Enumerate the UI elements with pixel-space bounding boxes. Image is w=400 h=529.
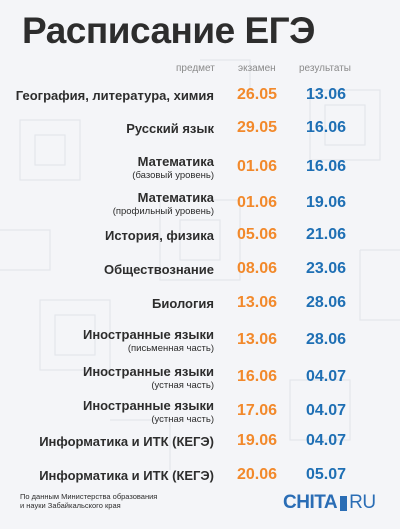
exam-date: 01.06 — [237, 194, 278, 211]
subject-name: Иностранные языки — [82, 398, 214, 413]
column-header-results: результаты — [299, 63, 351, 74]
subject-name: Математика — [137, 190, 214, 205]
result-date: 05.07 — [306, 466, 347, 483]
exam-date: 29.05 — [237, 119, 278, 136]
result-date: 13.06 — [306, 86, 347, 103]
exam-date: 20.06 — [237, 466, 278, 483]
result-date: 28.06 — [306, 294, 347, 311]
exam-date: 19.06 — [237, 432, 278, 449]
logo-bar-icon — [340, 495, 348, 511]
exam-date: 13.06 — [237, 331, 278, 348]
result-date: 04.07 — [306, 432, 347, 449]
subject-note: (устная часть) — [151, 414, 214, 425]
subject-note: (базовый уровень) — [132, 170, 214, 181]
exam-date: 01.06 — [237, 158, 278, 175]
chita-ru-logo: CHITA RU — [283, 492, 376, 514]
exam-date: 05.06 — [237, 226, 278, 243]
exam-date: 13.06 — [237, 294, 278, 311]
result-date: 21.06 — [306, 226, 347, 243]
subject-name: Информатика и ИТК (КЕГЭ) — [39, 434, 214, 449]
exam-date: 16.06 — [237, 368, 278, 385]
subject-name: Биология — [152, 296, 214, 311]
logo-text-ru: RU — [349, 492, 376, 513]
page-title: Расписание ЕГЭ — [22, 10, 315, 51]
column-header-exam: экзамен — [238, 63, 276, 74]
subject-name: Русский язык — [126, 121, 214, 136]
result-date: 23.06 — [306, 260, 347, 277]
exam-date: 26.05 — [237, 86, 278, 103]
source-note: По данным Министерства образования и нау… — [20, 492, 220, 510]
subject-name: География, литература, химия — [15, 88, 214, 103]
column-header-subject: предмет — [176, 63, 215, 74]
subject-name: Обществознание — [104, 262, 214, 277]
result-date: 16.06 — [306, 158, 347, 175]
result-date: 19.06 — [306, 194, 347, 211]
subject-name: Математика — [137, 154, 214, 169]
subject-name: Иностранные языки — [82, 364, 214, 379]
subject-note: (письменная часть) — [127, 343, 214, 354]
result-date: 04.07 — [306, 368, 347, 385]
subject-note: (устная часть) — [151, 380, 214, 391]
result-date: 16.06 — [306, 119, 347, 136]
subject-name: Иностранные языки — [82, 327, 214, 342]
exam-date: 08.06 — [237, 260, 278, 277]
exam-date: 17.06 — [237, 402, 278, 419]
source-note-line-1: По данным Министерства образования — [20, 492, 158, 501]
subject-name: История, физика — [104, 228, 214, 243]
result-date: 04.07 — [306, 402, 347, 419]
source-note-line-2: и науки Забайкальского края — [20, 501, 121, 510]
result-date: 28.06 — [306, 331, 347, 348]
logo-text-chita: CHITA — [283, 492, 338, 513]
subject-name: Информатика и ИТК (КЕГЭ) — [39, 468, 214, 483]
subject-note: (профильный уровень) — [112, 206, 214, 217]
